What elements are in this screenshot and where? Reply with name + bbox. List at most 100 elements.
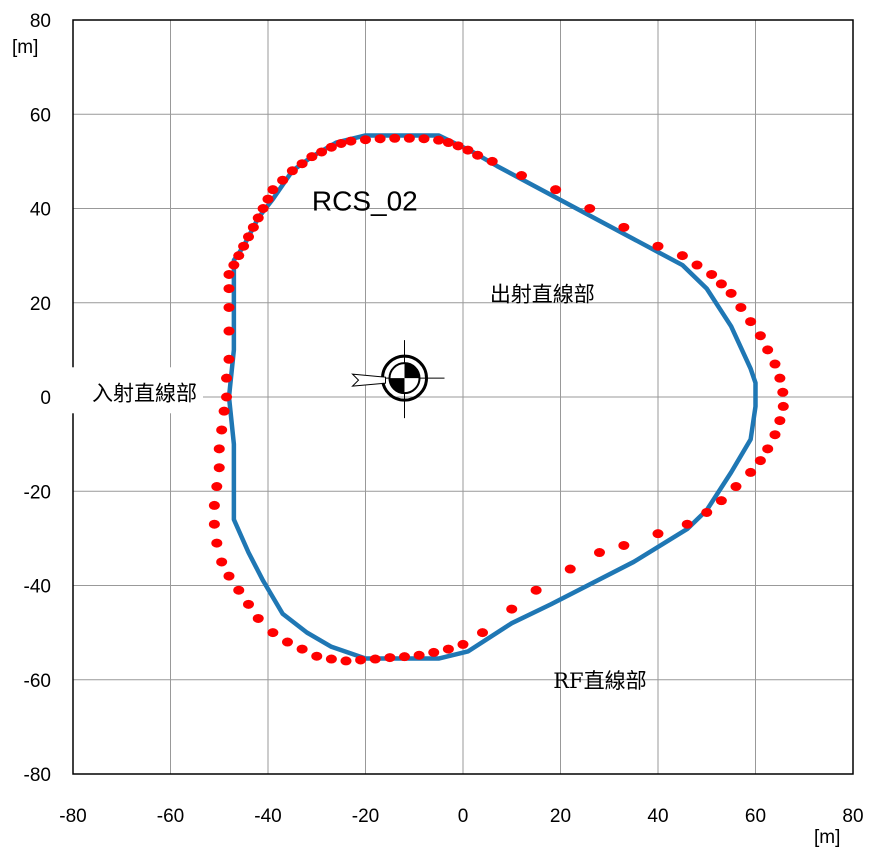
data-point: [399, 652, 410, 662]
annotation-rcs-02: RCS_02: [312, 186, 418, 217]
data-point: [564, 564, 576, 574]
data-point: [418, 134, 430, 144]
data-point: [262, 194, 274, 204]
y-tick-label: -20: [24, 482, 51, 503]
y-tick-label: 60: [30, 105, 51, 126]
data-point: [216, 425, 228, 435]
data-point: [754, 456, 766, 466]
data-point: [218, 406, 230, 416]
data-point: [584, 204, 596, 213]
x-axis-unit-label: [m]: [814, 827, 840, 848]
data-point: [211, 538, 223, 548]
y-tick-label: -80: [24, 765, 51, 786]
data-point: [223, 284, 235, 294]
data-point: [316, 147, 328, 157]
x-tick-label: -20: [352, 806, 379, 827]
beam-target-icon: [378, 340, 445, 419]
data-point: [223, 571, 235, 581]
data-point: [345, 136, 357, 146]
data-point: [216, 557, 228, 567]
data-point: [223, 302, 235, 312]
annotation-entry-straight-section: 入射直線部: [92, 381, 197, 405]
data-point: [681, 519, 693, 529]
data-point: [247, 222, 259, 232]
data-point: [208, 500, 220, 510]
x-tick-label: -60: [157, 806, 184, 827]
y-tick-label: 0: [40, 388, 51, 409]
data-point: [369, 654, 381, 664]
data-point: [252, 213, 264, 223]
data-point: [725, 288, 737, 298]
data-point: [745, 467, 757, 477]
data-point: [335, 138, 347, 148]
y-axis-tick-labels: -80 -60 -40 -20 0 20 40 60 80: [24, 11, 51, 786]
data-point: [715, 496, 727, 506]
data-point: [452, 141, 464, 151]
data-point: [257, 204, 269, 213]
x-axis-tick-labels: -80 -60 -40 -20 0 20 40 60 80: [59, 806, 863, 827]
data-point: [374, 134, 386, 144]
data-point: [325, 142, 337, 152]
x-tick-label: 0: [458, 806, 469, 827]
y-tick-label: -60: [24, 671, 51, 692]
data-point: [223, 326, 235, 336]
y-tick-label: -40: [24, 577, 51, 598]
data-point: [413, 650, 425, 660]
data-point: [745, 317, 757, 327]
data-point: [340, 656, 352, 666]
x-tick-label: -80: [59, 806, 86, 827]
annotation-rf-straight-section: RF直線部: [553, 669, 646, 693]
data-point: [384, 653, 396, 663]
data-point: [325, 654, 337, 664]
data-point: [762, 444, 774, 454]
direction-arrow-icon: [351, 373, 386, 387]
data-point: [486, 156, 498, 166]
data-point: [676, 251, 688, 261]
data-point: [774, 373, 786, 383]
data-point: [233, 251, 245, 261]
data-point: [433, 135, 445, 145]
x-tick-label: 80: [842, 806, 863, 827]
y-tick-label: 40: [30, 200, 51, 221]
data-point: [306, 152, 318, 162]
y-tick-label: 20: [30, 294, 51, 315]
data-point: [223, 354, 235, 364]
data-point: [691, 260, 703, 270]
data-point: [754, 331, 766, 341]
data-point: [762, 345, 774, 355]
data-point: [267, 185, 279, 195]
data-point: [238, 241, 250, 251]
data-point: [221, 373, 233, 383]
data-point: [442, 138, 454, 148]
annotation-exit-straight-section: 出射直線部: [490, 282, 595, 306]
data-point: [506, 604, 518, 614]
data-point: [442, 644, 454, 654]
data-point: [618, 540, 630, 550]
data-point: [286, 166, 298, 176]
data-point: [652, 529, 664, 539]
data-point: [243, 599, 254, 609]
data-point: [550, 185, 562, 195]
data-point: [594, 548, 605, 558]
data-point: [213, 444, 225, 454]
data-point: [462, 145, 474, 155]
data-point: [252, 613, 264, 623]
data-point: [428, 647, 440, 657]
data-point: [221, 392, 233, 402]
data-point: [769, 430, 781, 440]
data-point: [213, 463, 225, 473]
x-tick-label: -40: [254, 806, 281, 827]
data-point: [777, 387, 789, 397]
x-tick-label: 20: [550, 806, 571, 827]
data-point: [211, 482, 223, 492]
data-point: [223, 269, 235, 279]
x-tick-label: 40: [647, 806, 668, 827]
data-point: [457, 639, 469, 649]
data-point: [706, 269, 718, 279]
data-point: [530, 585, 542, 595]
data-point: [296, 159, 308, 169]
data-point: [228, 260, 240, 270]
data-point: [311, 651, 323, 661]
data-point: [477, 628, 488, 638]
